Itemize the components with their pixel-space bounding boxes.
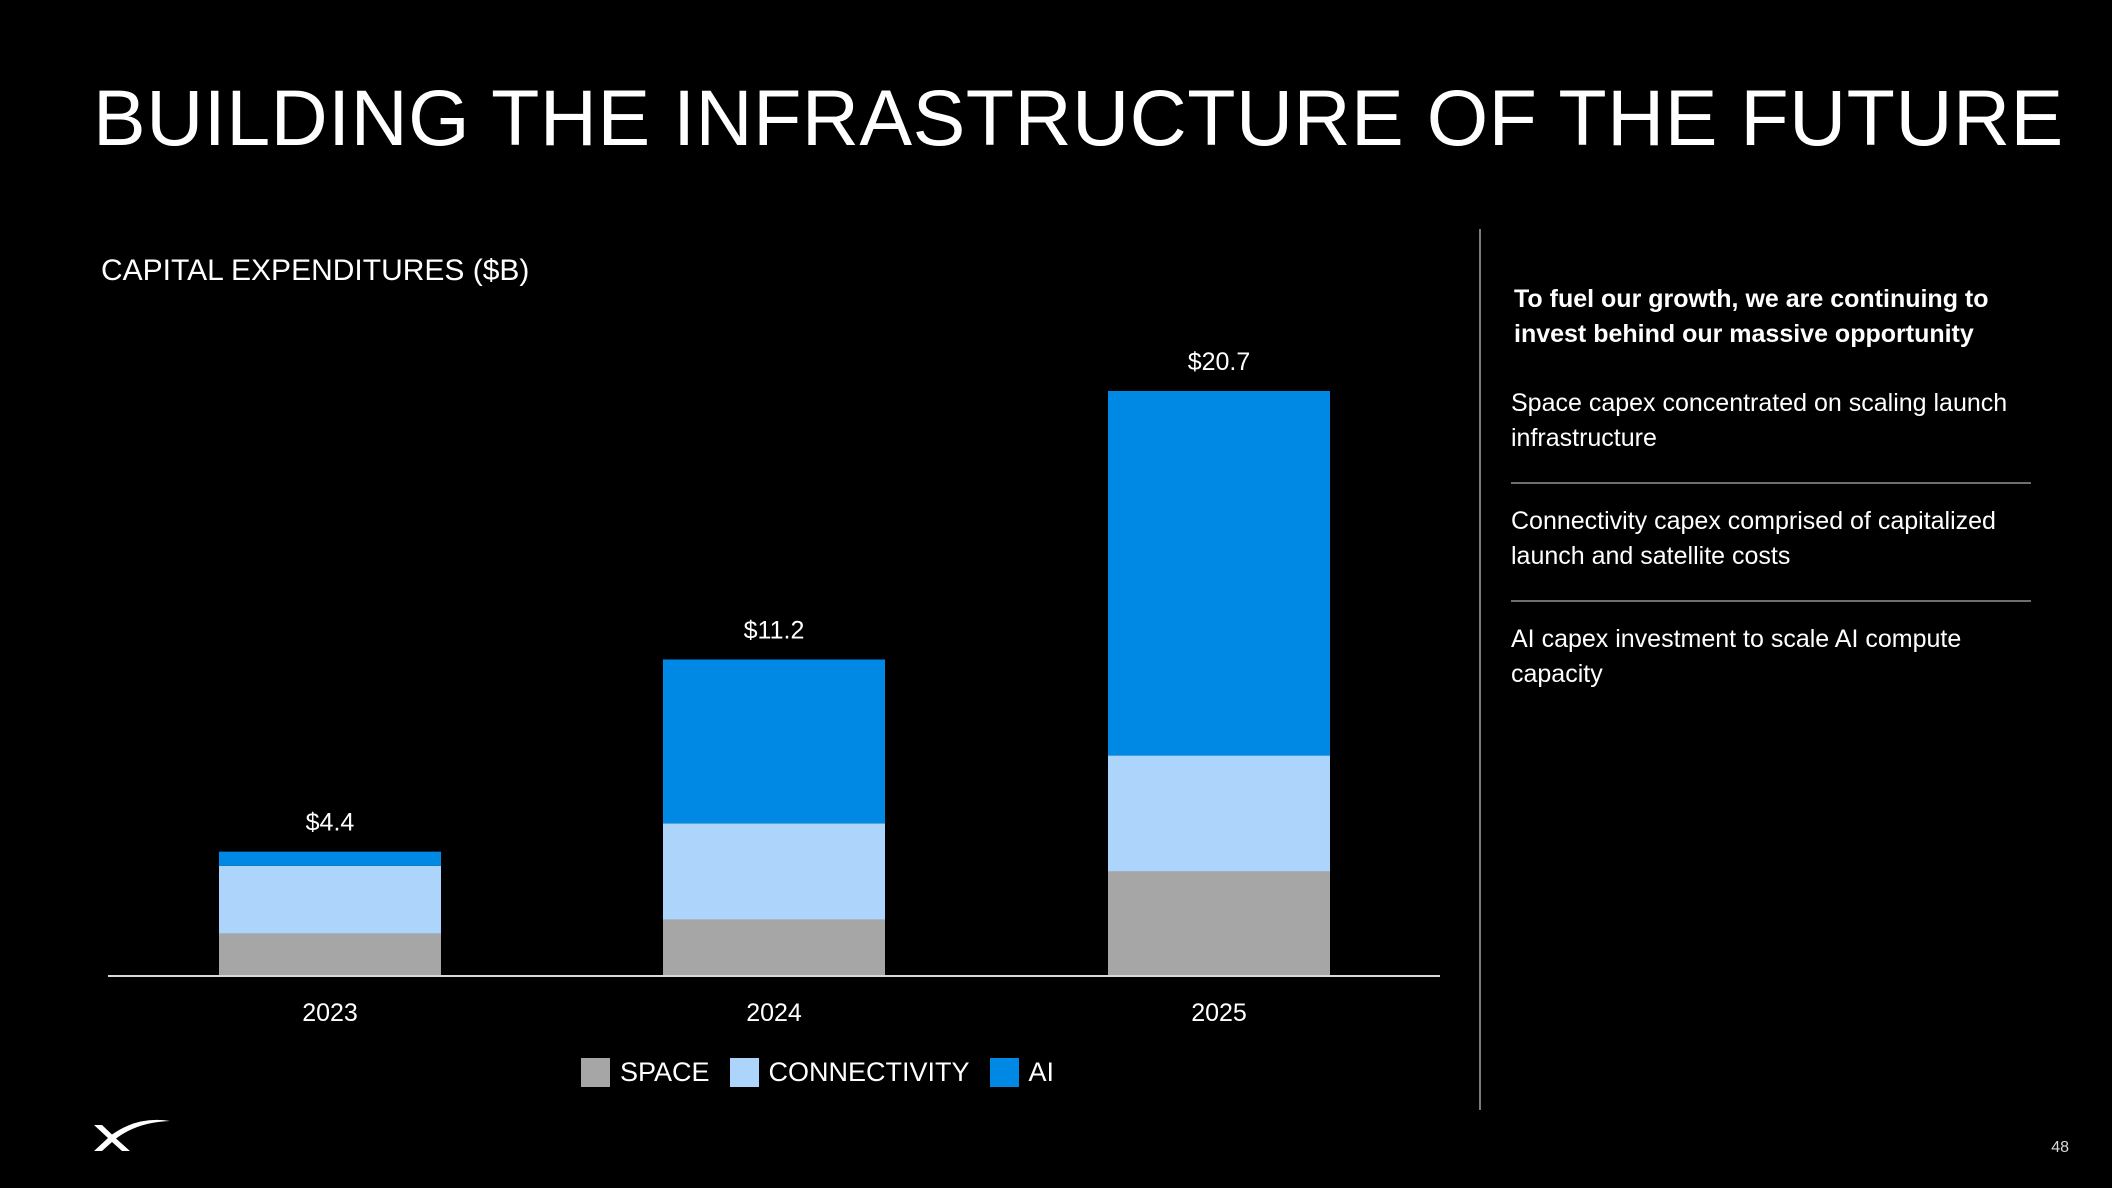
legend-swatch-ai <box>989 1058 1019 1087</box>
slide-title: BUILDING THE INFRASTRUCTURE OF THE FUTUR… <box>93 73 2064 162</box>
bar-segment-space-2023 <box>219 933 441 976</box>
commentary-item-ai: AI capex investment to scale AI compute … <box>1511 625 1962 688</box>
commentary-heading: To fuel our growth, we are continuing to… <box>1514 285 1989 348</box>
commentary-item-connectivity: Connectivity capex comprised of capitali… <box>1511 507 1996 570</box>
bar-segment-connectivity-2024 <box>663 823 885 920</box>
commentary-divider <box>1511 482 2031 484</box>
bar-total-label-2025: $20.7 <box>1188 348 1251 376</box>
legend-item-connectivity: CONNECTIVITY <box>729 1057 970 1088</box>
legend-label-ai: AI <box>1028 1057 1055 1087</box>
bar-total-label-2024: $11.2 <box>744 616 805 644</box>
bar-segment-connectivity-2023 <box>219 865 441 934</box>
bar-total-label-2023: $4.4 <box>306 809 355 837</box>
bar-segment-connectivity-2025 <box>1108 755 1330 872</box>
chart-title: CAPITAL EXPENDITURES ($B) <box>101 254 530 287</box>
chart-legend: SPACE CONNECTIVITY AI <box>581 1057 1074 1088</box>
legend-swatch-space <box>581 1058 610 1087</box>
bar-segment-ai-2024 <box>663 659 885 824</box>
x-tick-label-2024: 2024 <box>746 999 802 1027</box>
x-logo-icon <box>92 1118 172 1159</box>
x-tick-label-2025: 2025 <box>1191 999 1247 1027</box>
bar-segment-space-2024 <box>663 919 885 976</box>
bar-segment-space-2025 <box>1108 871 1330 976</box>
legend-item-space: SPACE <box>581 1057 710 1088</box>
legend-swatch-connectivity <box>729 1058 759 1087</box>
bar-segment-ai-2025 <box>1108 391 1330 756</box>
x-tick-label-2023: 2023 <box>302 999 358 1027</box>
bar-segment-ai-2023 <box>219 851 441 866</box>
page-number: 48 <box>2051 1139 2069 1156</box>
vertical-divider <box>1479 229 1481 1110</box>
legend-label-connectivity: CONNECTIVITY <box>768 1057 970 1087</box>
commentary-item-space: Space capex concentrated on scaling laun… <box>1511 389 2008 452</box>
commentary-panel: To fuel our growth, we are continuing to… <box>1511 282 2031 714</box>
commentary-divider <box>1511 600 2031 602</box>
legend-item-ai: AI <box>989 1057 1055 1088</box>
legend-label-space: SPACE <box>620 1057 710 1087</box>
